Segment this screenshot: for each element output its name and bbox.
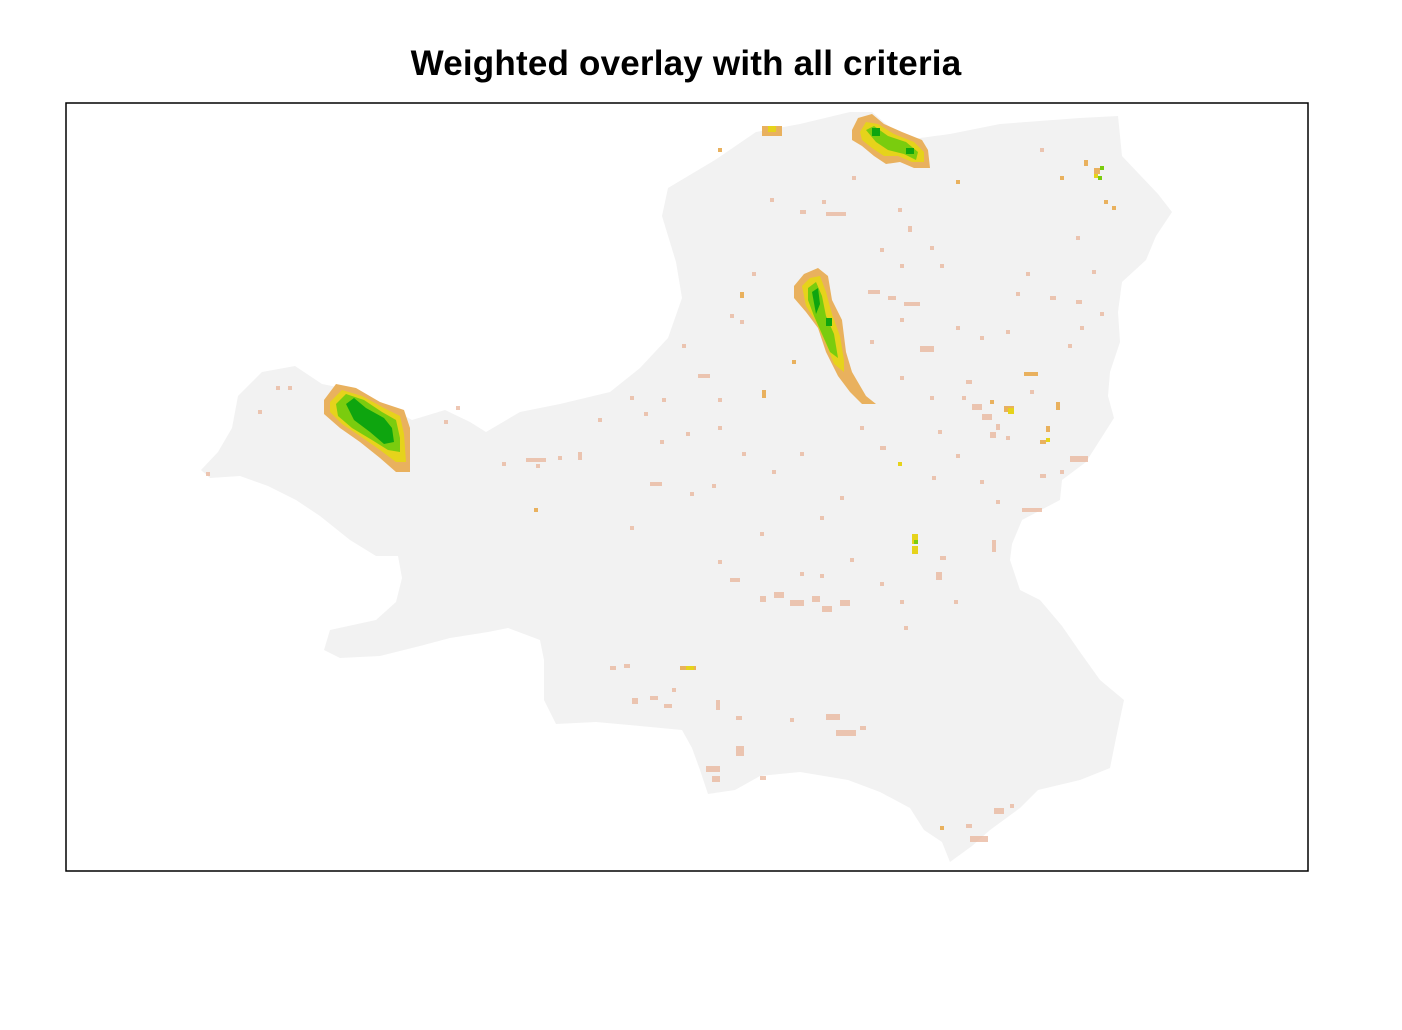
green-suitability-pixels [914,166,1104,544]
suitability-patch-west [324,384,410,472]
suitability-patch-central [794,268,876,404]
suitability-patch-north [852,114,930,168]
study-area-region [201,112,1172,862]
map-title: Weighted overlay with all criteria [410,44,962,83]
map-frame [65,102,1309,872]
yellow-suitability-pixels [686,174,1098,670]
suitability-patch-small-north [718,126,782,152]
low-suitability-pixels [206,148,1104,842]
